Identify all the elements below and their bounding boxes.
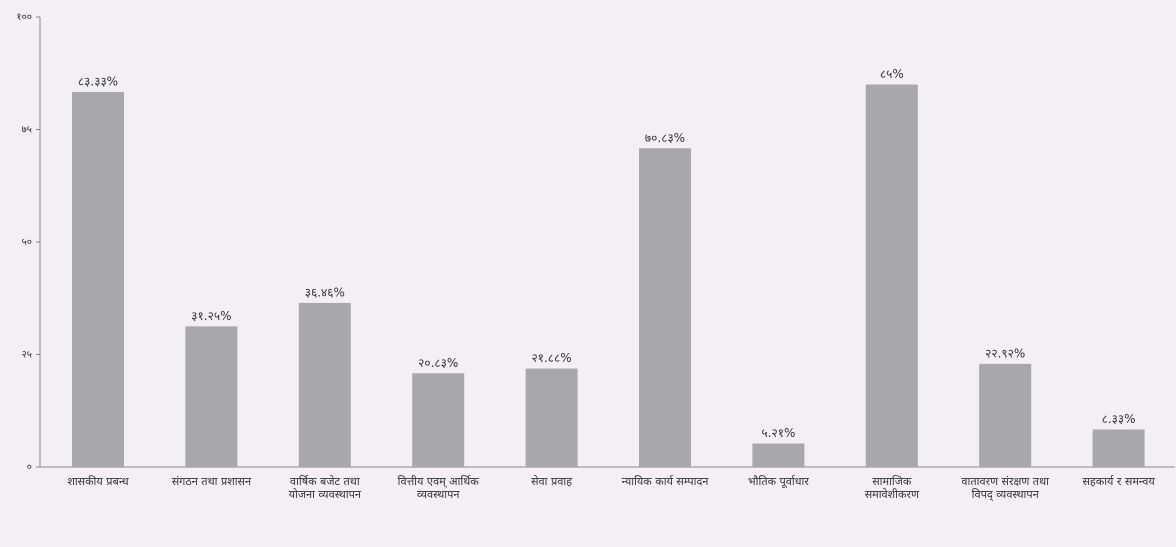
x-tick-label: संगठन तथा प्रशासन [171,475,252,488]
x-tick-label: सेवा प्रवाह [531,475,573,488]
bar [412,373,465,467]
bar [1092,429,1145,467]
x-tick-label: न्यायिक कार्य सम्पादन [621,475,709,488]
y-tick-label: २५ [22,350,32,361]
bar [72,92,124,467]
value-label: २१.८८% [532,351,572,365]
bar [525,368,578,467]
value-label: ८.३३% [1102,412,1136,426]
value-label: ८५% [880,67,904,81]
value-label: ५.२१% [761,426,795,440]
value-label: ७०.८३% [645,131,685,145]
bar [752,443,805,467]
value-label: ८३.३३% [78,75,118,89]
y-tick-label: ७५ [22,125,32,136]
x-tick-label: शासकीय प्रबन्ध [67,475,129,488]
value-label: २२.९२% [985,346,1025,360]
bar [185,326,238,467]
bar [979,363,1032,467]
value-label: ३६.४६% [305,285,345,299]
x-tick-label: वातावरण संरक्षण तथा विपद् व्यवस्थापन [961,475,1049,501]
y-tick-label: १०० [16,12,32,23]
y-tick-label: ५० [22,237,32,248]
y-tick-label: ० [27,462,32,473]
x-tick-label: भौतिक पूर्वाधार [747,475,809,488]
bar [298,302,351,467]
bar [639,148,691,467]
bar [865,84,918,467]
x-tick-label: सामाजिक समावेशीकरण [864,475,919,501]
x-tick-label: वार्षिक बजेट तथा योजना व्यवस्थापन [288,475,361,501]
x-tick-label: सहकार्य र समन्वय [1082,475,1155,488]
x-tick-label: वित्तीय एवम् आर्थिक व्यवस्थापन [397,475,479,501]
value-label: ३१.२५% [191,309,231,323]
value-label: २०.८३% [418,356,458,370]
